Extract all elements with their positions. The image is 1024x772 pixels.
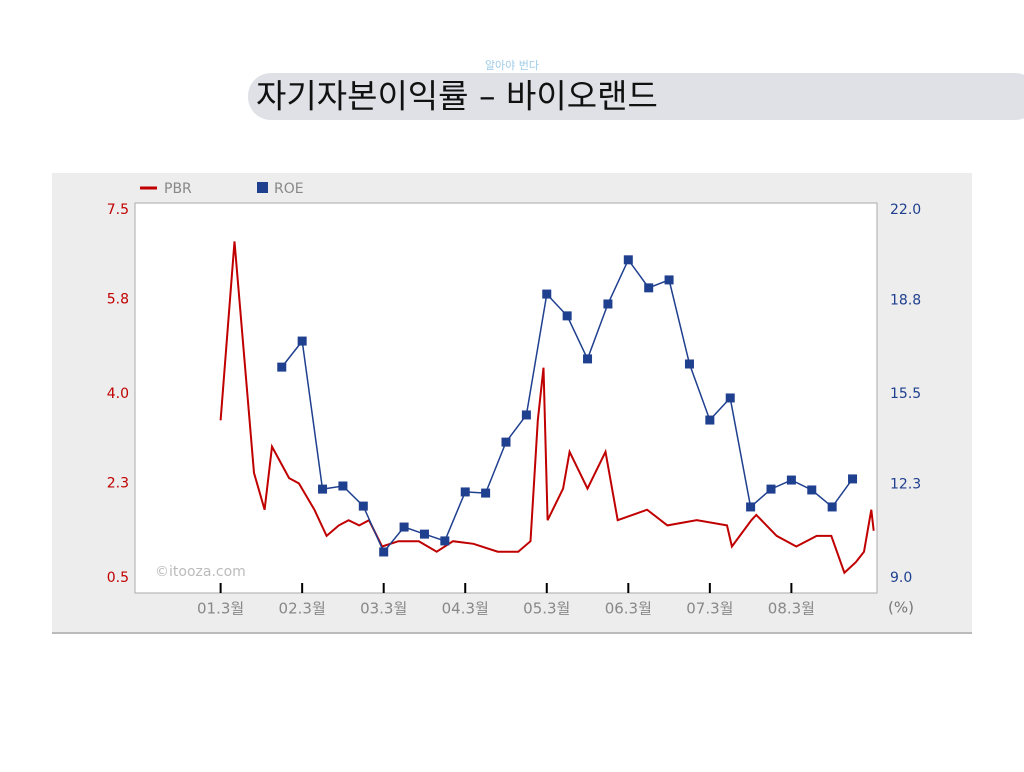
y-tick-label: 7.5 (107, 202, 129, 218)
y-tick-label: 0.5 (107, 570, 129, 586)
title-bar (248, 73, 1024, 120)
series-line (219, 241, 875, 575)
x-tick-label: 05.3월 (523, 600, 570, 618)
point-marker (583, 354, 593, 364)
point-marker (542, 289, 552, 299)
y-tick-label: 4.0 (107, 386, 129, 402)
plot-area (134, 202, 878, 594)
point-marker (338, 481, 348, 491)
y2-tick-label: 15.5 (890, 386, 921, 402)
point-marker (725, 393, 735, 403)
point-marker (501, 437, 511, 447)
point-marker (277, 362, 287, 372)
legend-swatch (257, 182, 268, 193)
annotation: ©itooza.com (155, 564, 246, 580)
x-tick-label: 06.3월 (605, 600, 652, 618)
y2-tick-label: 18.8 (890, 293, 921, 309)
point-marker (705, 415, 715, 425)
point-marker (318, 484, 328, 494)
point-marker (440, 536, 450, 546)
x-tick-label: 04.3월 (442, 600, 489, 618)
point-marker (848, 474, 858, 484)
point-marker (358, 501, 368, 511)
point-marker (399, 522, 409, 532)
y-tick-label: 2.3 (107, 475, 129, 491)
point-marker (481, 488, 491, 498)
point-marker (379, 547, 389, 557)
x-tick-label: 07.3월 (686, 600, 733, 618)
point-marker (460, 487, 470, 497)
point-marker (684, 359, 694, 369)
point-marker (562, 311, 572, 321)
point-marker (297, 336, 307, 346)
subtitle: 알아야 번다 (485, 58, 539, 72)
y-tick-label: 5.8 (107, 291, 129, 307)
x-tick-label: 03.3월 (360, 600, 407, 618)
legend-label: ROE (274, 181, 304, 197)
x-tick-label: 02.3월 (279, 600, 326, 618)
point-marker (766, 484, 776, 494)
y2-tick-label: 9.0 (890, 570, 912, 586)
point-marker (827, 502, 837, 512)
point-marker (419, 529, 429, 539)
x-tick-label: 08.3월 (768, 600, 815, 618)
point-marker (807, 485, 817, 495)
y2-axis-label: (%) (888, 599, 914, 617)
y2-tick-label: 22.0 (890, 202, 921, 218)
point-marker (786, 475, 796, 485)
y2-tick-label: 12.3 (890, 477, 921, 493)
point-marker (603, 299, 613, 309)
point-marker (644, 283, 654, 293)
x-tick-label: 01.3월 (197, 600, 244, 618)
point-marker (623, 255, 633, 265)
point-marker (521, 410, 531, 420)
legend-label: PBR (164, 181, 192, 197)
chart-title: 자기자본이익률 – 바이오랜드 (256, 77, 658, 116)
point-marker (746, 502, 756, 512)
point-marker (664, 275, 674, 285)
